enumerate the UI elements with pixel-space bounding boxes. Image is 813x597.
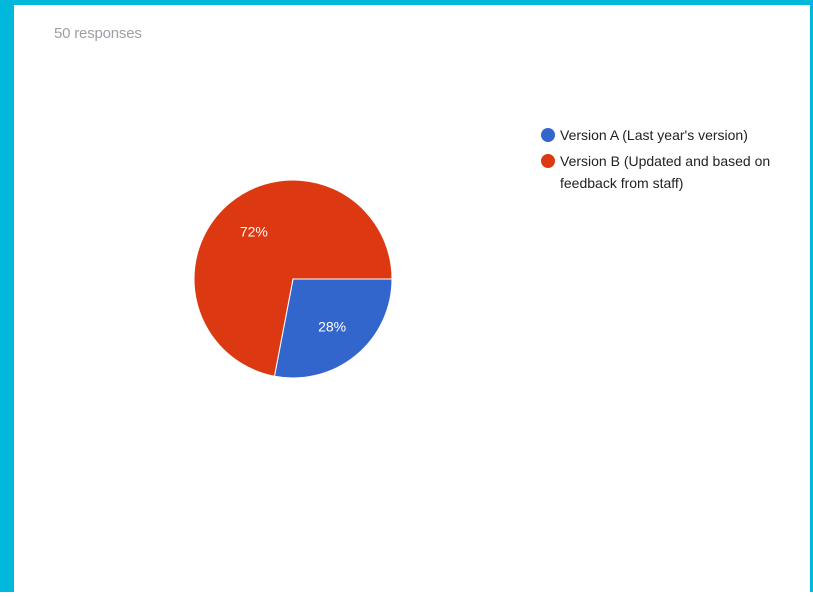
legend-label-version-a: Version A (Last year's version) xyxy=(560,127,748,143)
label-version-b: 72% xyxy=(240,224,268,240)
legend-item-version-b[interactable]: Version B (Updated and based on feedback… xyxy=(541,150,781,194)
legend-item-version-a[interactable]: Version A (Last year's version) xyxy=(541,124,781,146)
label-version-a: 28% xyxy=(318,318,346,334)
slice-version-b[interactable] xyxy=(193,179,393,377)
slice-version-a[interactable] xyxy=(273,278,393,379)
pie-chart: 28% 72% xyxy=(193,179,393,379)
responses-count: 50 responses xyxy=(54,25,142,42)
legend-dot-version-b xyxy=(541,154,555,168)
chart-legend: Version A (Last year's version) Version … xyxy=(541,124,781,198)
legend-label-version-b: Version B (Updated and based on feedback… xyxy=(560,153,771,191)
legend-dot-version-a xyxy=(541,128,555,142)
